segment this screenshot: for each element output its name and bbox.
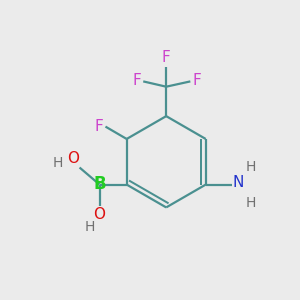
Text: N: N [233, 175, 244, 190]
Text: F: F [95, 118, 104, 134]
Text: H: H [85, 220, 95, 234]
Text: H: H [245, 196, 256, 210]
Text: O: O [94, 207, 106, 222]
Text: H: H [245, 160, 256, 174]
Text: O: O [68, 151, 80, 166]
Text: B: B [93, 175, 106, 193]
Text: H: H [53, 156, 63, 170]
Text: F: F [132, 73, 141, 88]
Text: F: F [162, 50, 171, 65]
Text: F: F [193, 73, 201, 88]
